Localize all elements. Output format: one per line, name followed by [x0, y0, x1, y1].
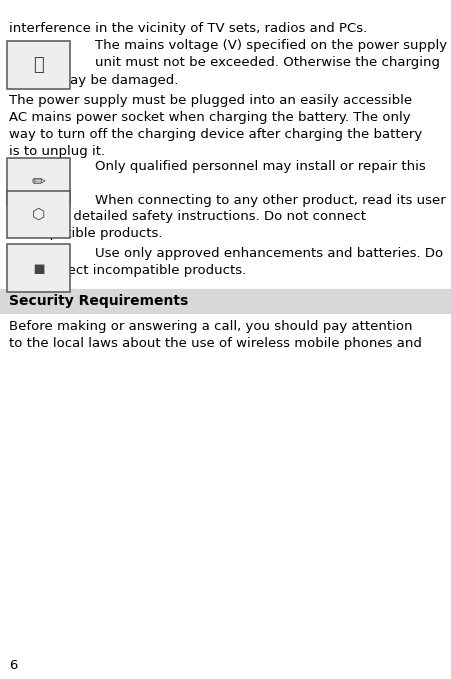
- Text: Only qualified personnel may install or repair this: Only qualified personnel may install or …: [95, 160, 425, 173]
- Text: When connecting to any other product, read its user: When connecting to any other product, re…: [95, 194, 445, 206]
- FancyBboxPatch shape: [7, 244, 69, 292]
- Text: ▪: ▪: [32, 259, 45, 278]
- Text: AC mains power socket when charging the battery. The only: AC mains power socket when charging the …: [9, 111, 410, 124]
- Text: is to unplug it.: is to unplug it.: [9, 145, 105, 158]
- Text: ⬡: ⬡: [32, 207, 45, 222]
- Text: unit must not be exceeded. Otherwise the charging: unit must not be exceeded. Otherwise the…: [95, 56, 439, 69]
- Text: Use only approved enhancements and batteries. Do: Use only approved enhancements and batte…: [95, 247, 442, 260]
- Text: Before making or answering a call, you should pay attention: Before making or answering a call, you s…: [9, 320, 412, 333]
- FancyBboxPatch shape: [7, 41, 69, 89]
- Text: The mains voltage (V) specified on the power supply: The mains voltage (V) specified on the p…: [95, 39, 446, 52]
- Bar: [0, 289, 451, 314]
- Text: The power supply must be plugged into an easily accessible: The power supply must be plugged into an…: [9, 94, 411, 107]
- Text: incompatible products.: incompatible products.: [9, 227, 162, 240]
- Text: device may be damaged.: device may be damaged.: [9, 74, 178, 87]
- Text: 6: 6: [9, 659, 18, 672]
- FancyBboxPatch shape: [7, 191, 69, 238]
- FancyBboxPatch shape: [7, 158, 69, 205]
- Text: product.: product.: [9, 177, 64, 190]
- Text: way to turn off the charging device after charging the battery: way to turn off the charging device afte…: [9, 128, 421, 141]
- Text: ⏻: ⏻: [33, 56, 44, 74]
- Text: Security Requirements: Security Requirements: [9, 294, 188, 308]
- Text: to the local laws about the use of wireless mobile phones and: to the local laws about the use of wirel…: [9, 337, 421, 350]
- Text: interference in the vicinity of TV sets, radios and PCs.: interference in the vicinity of TV sets,…: [9, 22, 367, 35]
- Text: guide for detailed safety instructions. Do not connect: guide for detailed safety instructions. …: [9, 210, 365, 223]
- Text: not connect incompatible products.: not connect incompatible products.: [9, 264, 246, 277]
- Text: ✏: ✏: [32, 172, 45, 190]
